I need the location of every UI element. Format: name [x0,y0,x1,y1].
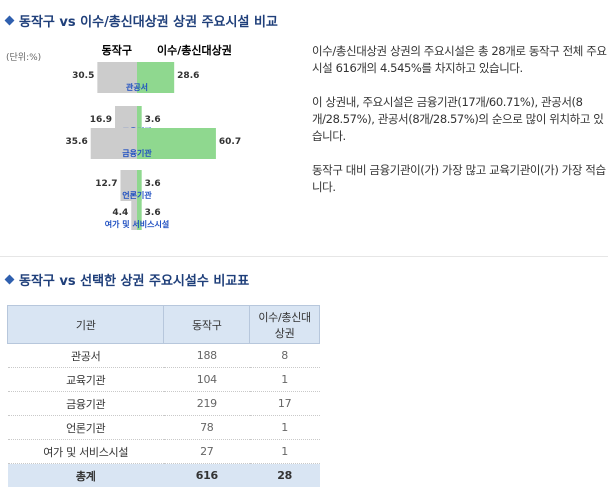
table-header-row: 기관 동작구 이수/총신대 상권 [6,305,320,344]
facility-count-table: 기관 동작구 이수/총신대 상권 관공서 188 8 교육기관 104 1 금융기관 219 1… [6,305,320,487]
table-cell-district: 188 [163,343,250,368]
bar-left-4 [131,199,137,230]
section-title-table: 동작구 vs 선택한 상권 주요시설수 비교표 [4,270,250,289]
table-cell-district: 104 [163,367,250,392]
value-label-left-4: 4.4 [112,208,128,218]
value-label-left-0: 30.5 [72,71,94,81]
header-cell-category: 기관 [6,305,165,344]
bar-right-3 [137,170,142,201]
table-cell-district: 219 [163,391,250,416]
total-cell-category: 총계 [7,463,164,487]
facility-comparison-chart: 동작구이수/총신대상권30.528.6관공서16.93.6교육기관35.660.… [66,43,241,230]
bar-right-2 [137,128,216,159]
legend-right-series: 이수/총신대상권 [157,43,232,57]
unit-label: (단위:%) [6,53,42,63]
table-cell-category: 관공서 [7,343,164,368]
value-label-right-3: 3.6 [145,179,161,189]
category-label-0: 관공서 [126,82,148,92]
table-cell-category: 여가 및 서비스시설 [7,439,164,464]
table-total-row: 총계 616 28 [7,463,320,487]
bar-left-3 [120,170,137,201]
total-cell-district: 616 [163,463,250,487]
header-cell-area: 이수/총신대 상권 [249,305,320,344]
bar-right-0 [137,62,175,93]
diamond-bullet-icon [4,274,15,285]
table-row: 금융기관 219 17 [7,391,320,416]
table-row: 관공서 188 8 [7,343,320,368]
table-cell-district: 27 [163,439,250,464]
value-label-right-0: 28.6 [177,71,199,81]
table-cell-area: 1 [249,367,320,392]
section-title-comparison: 동작구 vs 이수/총신대상권 상권 주요시설 비교 [4,11,278,30]
total-cell-area: 28 [249,463,320,487]
section-title-text: 동작구 vs 이수/총신대상권 상권 주요시설 비교 [19,15,278,30]
category-label-2: 금융기관 [122,148,152,158]
bar-left-2 [90,128,137,159]
table-cell-area: 17 [249,391,320,416]
legend-left-series: 동작구 [102,43,132,57]
value-label-right-2: 60.7 [219,137,241,147]
summary-paragraph-2: 이 상권내, 주요시설은 금융기관(17개/60.71%), 관공서(8개/28… [312,95,604,143]
table-cell-district: 78 [163,415,250,440]
category-label-4: 여가 및 서비스시설 [105,219,169,229]
table-cell-category: 언론기관 [7,415,164,440]
header-cell-district: 동작구 [163,305,251,344]
bar-left-0 [97,62,137,93]
table-cell-category: 교육기관 [7,367,164,392]
bar-right-1 [137,106,142,137]
summary-paragraph-3: 동작구 대비 금융기관이(가) 가장 많고 교육기관이(가) 가장 적습니다. [312,163,606,194]
table-row: 교육기관 104 1 [7,367,320,392]
table-cell-area: 1 [249,439,320,464]
value-label-left-1: 16.9 [90,115,112,125]
category-label-3: 언론기관 [122,190,152,200]
summary-description: 이수/총신대상권 상권의 주요시설은 총 28개로 동작구 전체 주요시설 61… [312,43,608,213]
summary-paragraph-1: 이수/총신대상권 상권의 주요시설은 총 28개로 동작구 전체 주요시설 61… [312,44,607,75]
value-label-left-2: 35.6 [66,137,88,147]
value-label-left-3: 12.7 [95,179,117,189]
table-body: 관공서 188 8 교육기관 104 1 금융기관 219 17 언론기관 78 1 여가 및 서비스시… [7,343,320,487]
value-label-right-4: 3.6 [145,208,161,218]
table-row: 여가 및 서비스시설 27 1 [7,439,320,464]
diamond-bullet-icon [4,15,15,26]
table-cell-area: 1 [249,415,320,440]
section-title-text: 동작구 vs 선택한 상권 주요시설수 비교표 [19,274,250,289]
bar-right-4 [137,199,142,230]
value-label-right-1: 3.6 [145,115,161,125]
section-divider [0,256,608,257]
table-cell-category: 금융기관 [7,391,164,416]
table-cell-area: 8 [249,343,320,368]
table-row: 언론기관 78 1 [7,415,320,440]
